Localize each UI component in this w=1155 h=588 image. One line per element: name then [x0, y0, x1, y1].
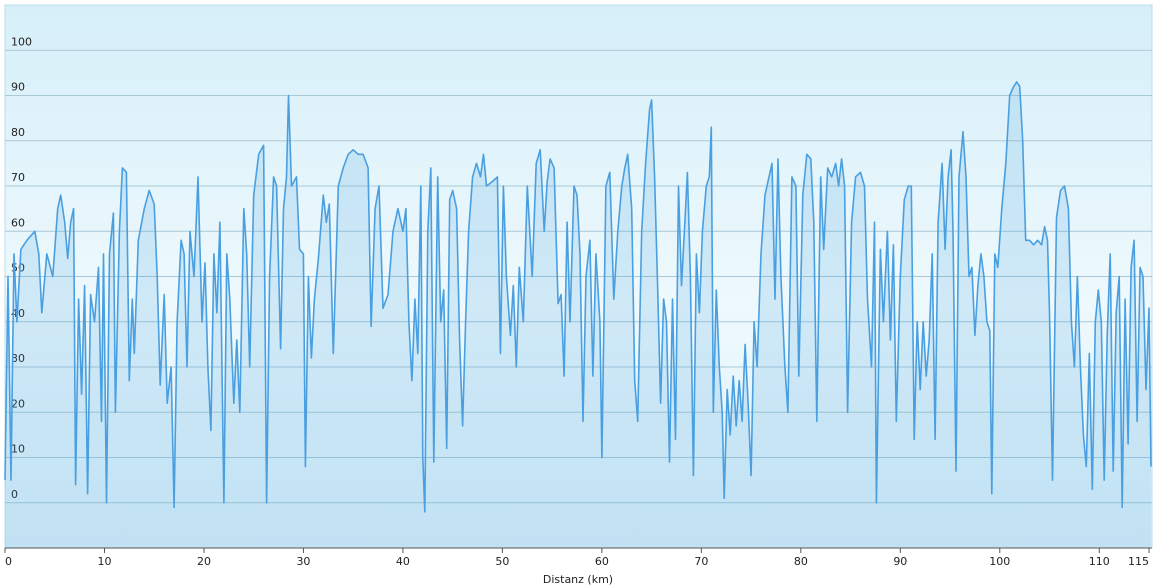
x-tick-label: 30	[296, 555, 310, 568]
y-tick-label: 90	[11, 81, 25, 94]
y-tick-label: 80	[11, 126, 25, 139]
y-tick-label: 20	[11, 397, 25, 410]
x-tick-label: 110	[1089, 555, 1110, 568]
y-tick-label: 100	[11, 35, 32, 48]
x-tick-label: 115	[1128, 555, 1149, 568]
x-tick-label: 90	[893, 555, 907, 568]
x-tick-label: 60	[595, 555, 609, 568]
x-tick-label: 0	[5, 555, 12, 568]
x-tick-label: 50	[495, 555, 509, 568]
y-tick-label: 10	[11, 443, 25, 456]
x-tick-label: 100	[989, 555, 1010, 568]
x-tick-label: 80	[794, 555, 808, 568]
x-tick-label: 20	[197, 555, 211, 568]
y-tick-label: 0	[11, 488, 18, 501]
x-tick-label: 70	[694, 555, 708, 568]
x-tick-label: 10	[97, 555, 111, 568]
x-axis-label: Distanz (km)	[543, 573, 613, 586]
y-tick-label: 30	[11, 352, 25, 365]
line	[4, 81, 1152, 513]
y-tick-label: 70	[11, 171, 25, 184]
y-tick-label: 60	[11, 216, 25, 229]
x-tick-label: 40	[396, 555, 410, 568]
